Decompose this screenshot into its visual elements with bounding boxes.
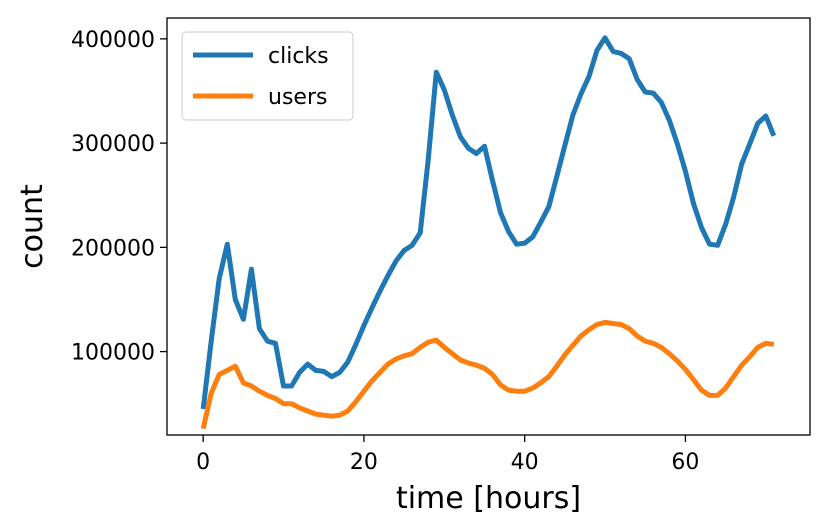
legend-label-users: users bbox=[268, 85, 327, 110]
y-tick-label: 300000 bbox=[71, 132, 155, 157]
series-line-clicks bbox=[200, 35, 777, 410]
x-tick-label: 40 bbox=[511, 450, 539, 475]
legend-label-clicks: clicks bbox=[268, 44, 329, 69]
x-tick-label: 0 bbox=[196, 450, 210, 475]
x-tick-label: 20 bbox=[350, 450, 378, 475]
y-axis-label: count bbox=[15, 184, 50, 269]
series-line-users bbox=[200, 319, 775, 430]
y-axis-ticks: 100000 200000 300000 400000 bbox=[71, 28, 167, 366]
y-tick-label: 100000 bbox=[71, 341, 155, 366]
y-tick-label: 400000 bbox=[71, 28, 155, 53]
y-tick-label: 200000 bbox=[71, 236, 155, 261]
legend: clicks users bbox=[181, 31, 354, 121]
x-tick-label: 60 bbox=[671, 450, 699, 475]
series-layer bbox=[200, 35, 777, 430]
x-axis-label: time [hours] bbox=[396, 481, 581, 516]
plot-frame bbox=[166, 17, 811, 436]
x-axis-ticks: 0 20 40 60 bbox=[196, 435, 699, 475]
